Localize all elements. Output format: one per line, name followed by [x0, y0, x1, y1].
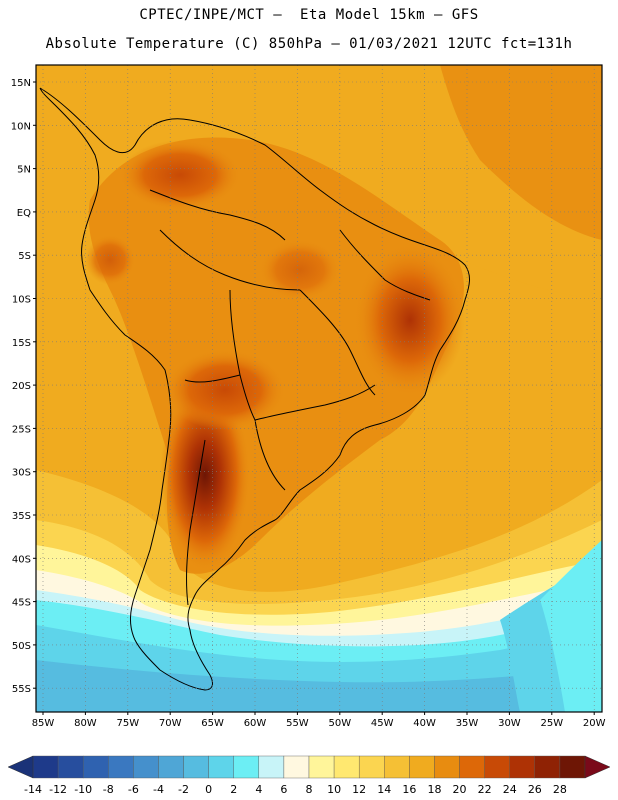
colorbar-label: 24	[503, 783, 517, 796]
lon-label: 60W	[244, 718, 267, 729]
lat-label: 55S	[12, 684, 31, 695]
colorbar-label: 2	[230, 783, 237, 796]
lat-label: 50S	[12, 641, 31, 652]
map-frame	[35, 64, 603, 713]
colorbar-swatch	[82, 755, 109, 779]
lon-label: 40W	[413, 718, 436, 729]
lat-label: 15N	[11, 78, 31, 89]
lon-label: 80W	[74, 718, 97, 729]
colorbar-label: -2	[178, 783, 189, 796]
colorbar-left-arrow	[7, 755, 34, 779]
lat-label: 30S	[12, 468, 31, 479]
colorbar-label: 8	[306, 783, 313, 796]
colorbar-swatch	[434, 755, 460, 779]
colorbar-swatch	[158, 755, 184, 779]
colorbar-swatch	[208, 755, 234, 779]
lon-label: 85W	[32, 718, 55, 729]
lat-label: 5S	[18, 251, 31, 262]
colorbar-label: 6	[280, 783, 287, 796]
colorbar-swatch	[183, 755, 209, 779]
colorbar-label: 4	[255, 783, 262, 796]
colorbar-label: 20	[453, 783, 467, 796]
lat-label: 5N	[17, 165, 31, 176]
colorbar-label: -6	[128, 783, 139, 796]
lon-label: 55W	[286, 718, 309, 729]
lon-label: 65W	[201, 718, 224, 729]
colorbar-label: 0	[205, 783, 212, 796]
colorbar-swatch	[559, 755, 586, 779]
colorbar-label: 14	[377, 783, 391, 796]
colorbar: -14 -12 -10 -8 -6 -4 -2 0 2 4 6 8 10 12 14 16 18 20 22 24 26…	[7, 755, 611, 796]
lon-label: 35W	[456, 718, 479, 729]
lat-label: 25S	[12, 424, 31, 435]
lat-label: 10S	[12, 295, 31, 306]
longitude-labels: 85W 80W 75W 70W 65W 60W 55W 50W 45W 40W 35W 30W 25W 2…	[32, 712, 606, 729]
colorbar-right-arrow	[584, 755, 611, 779]
colorbar-swatch	[534, 755, 561, 779]
chart-title-line1: CPTEC/INPE/MCT – Eta Model 15km – GFS	[139, 7, 479, 23]
colorbar-label: -14	[24, 783, 42, 796]
lon-label: 30W	[498, 718, 521, 729]
lat-label: 35S	[12, 511, 31, 522]
lon-label: 70W	[159, 718, 182, 729]
colorbar-label: 10	[327, 783, 341, 796]
colorbar-label: -4	[153, 783, 164, 796]
colorbar-swatch	[409, 755, 435, 779]
latitude-labels: 15N 10N 5N EQ 5S 10S 15S 20S 25S 30S 35S 40S 45S 50S 5…	[11, 78, 36, 695]
lat-label: 40S	[12, 554, 31, 565]
colorbar-label: 18	[427, 783, 441, 796]
lon-label: 45W	[371, 718, 394, 729]
colorbar-swatch	[358, 755, 385, 779]
colorbar-swatch	[108, 755, 134, 779]
colorbar-label: 22	[478, 783, 492, 796]
temperature-map: 15N 10N 5N EQ 5S 10S 15S 20S 25S 30S 35S 40S 45S 50S 5…	[11, 64, 606, 729]
colorbar-swatch	[509, 755, 536, 779]
colorbar-label: -12	[49, 783, 67, 796]
colorbar-label: -8	[103, 783, 114, 796]
colorbar-swatch	[233, 755, 260, 779]
colorbar-swatch	[258, 755, 285, 779]
lon-label: 50W	[328, 718, 351, 729]
colorbar-swatch	[333, 755, 360, 779]
temperature-field	[36, 65, 602, 712]
colorbar-label: 12	[352, 783, 366, 796]
colorbar-swatch	[133, 755, 159, 779]
lon-label: 20W	[583, 718, 606, 729]
chart-title-line2: Absolute Temperature (C) 850hPa – 01/03/…	[45, 36, 573, 52]
lat-label: EQ	[17, 208, 31, 219]
colorbar-swatch	[384, 755, 410, 779]
colorbar-swatch	[57, 755, 84, 779]
colorbar-label: -10	[74, 783, 92, 796]
colorbar-swatch	[308, 755, 335, 779]
colorbar-swatch	[283, 755, 310, 779]
lat-label: 20S	[12, 381, 31, 392]
colorbar-swatch	[484, 755, 510, 779]
lat-label: 15S	[12, 338, 31, 349]
colorbar-swatch	[459, 755, 485, 779]
lat-label: 10N	[11, 121, 31, 132]
colorbar-label: 26	[528, 783, 542, 796]
lon-label: 25W	[540, 718, 563, 729]
colorbar-label: 28	[553, 783, 567, 796]
lat-label: 45S	[12, 598, 31, 609]
colorbar-label: 16	[402, 783, 416, 796]
colorbar-swatch	[32, 755, 59, 779]
lon-label: 75W	[116, 718, 139, 729]
